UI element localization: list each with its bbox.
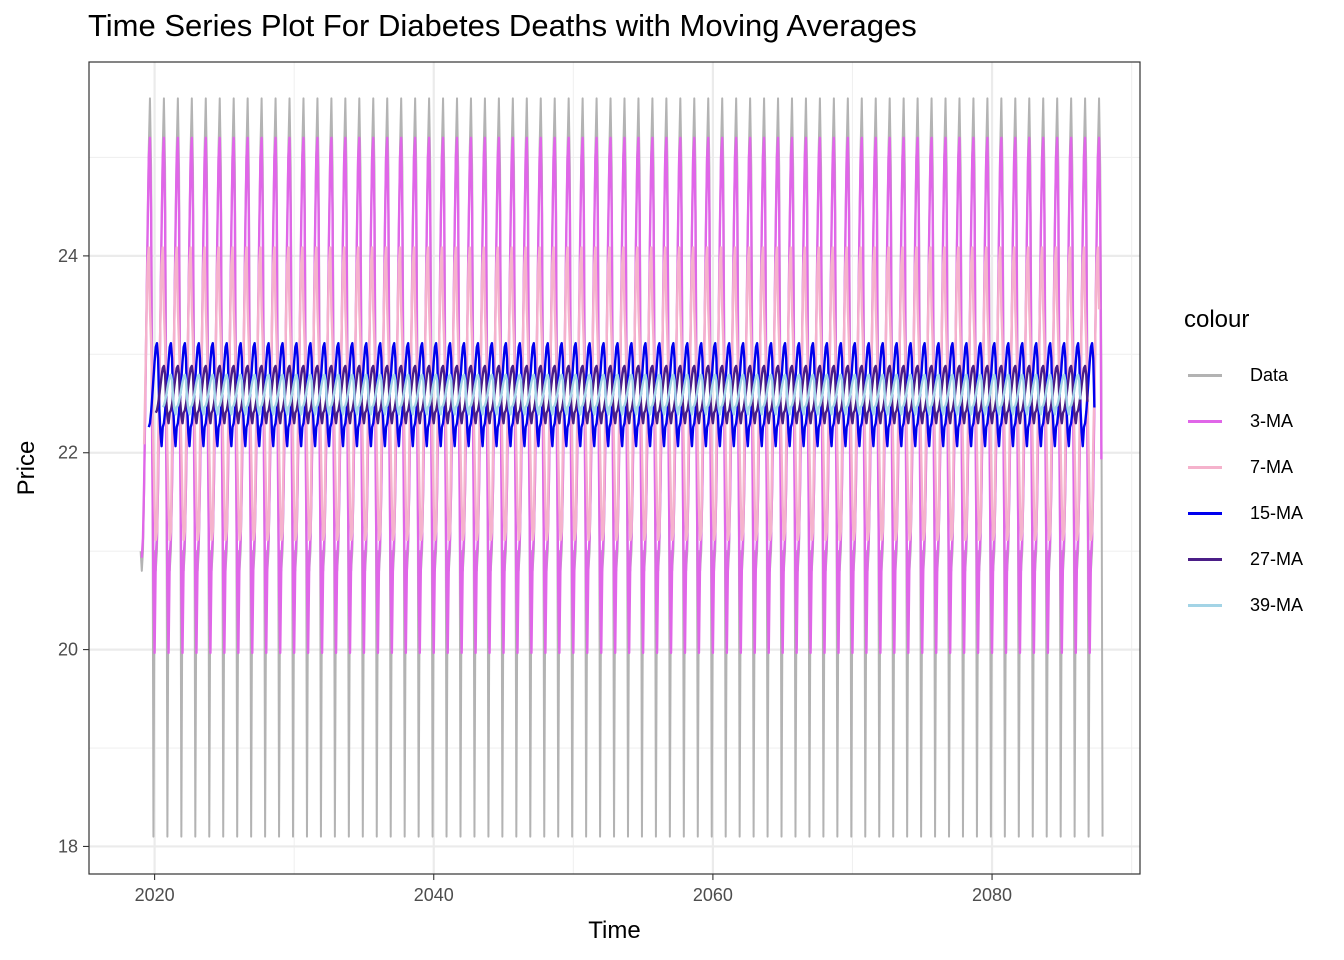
legend-label: 27-MA <box>1250 548 1304 569</box>
legend-label: 39-MA <box>1250 594 1304 615</box>
legend-label: 15-MA <box>1250 502 1304 523</box>
x-tick-label: 2080 <box>972 885 1012 905</box>
y-tick-label: 22 <box>58 443 78 463</box>
legend-label: 7-MA <box>1250 456 1294 477</box>
legend-item: 7-MA <box>1182 444 1303 490</box>
legend-item: 39-MA <box>1182 582 1303 628</box>
x-tick-label: 2040 <box>414 885 454 905</box>
x-axis-title: Time <box>588 917 640 944</box>
legend-key <box>1188 511 1222 515</box>
legend: colour Data 3-MA 7-MA 15-MA 27-MA 39-MA <box>1182 306 1303 628</box>
legend-item: Data <box>1182 352 1303 398</box>
plot-border <box>88 61 1141 875</box>
series-line-39-ma <box>161 373 1082 416</box>
series-line-27-ma <box>154 364 1089 425</box>
chart-title: Time Series Plot For Diabetes Deaths wit… <box>88 8 917 43</box>
series-layer <box>139 97 1104 838</box>
legend-item: 3-MA <box>1182 398 1303 444</box>
legend-label: 3-MA <box>1250 410 1294 431</box>
y-tick-label: 18 <box>58 836 78 856</box>
legend-item: 15-MA <box>1182 490 1303 536</box>
y-tick-label: 20 <box>58 640 78 660</box>
legend-items: Data 3-MA 7-MA 15-MA 27-MA 39-MA <box>1182 352 1303 628</box>
y-tick-label: 24 <box>58 246 78 266</box>
x-tick-label: 2020 <box>135 885 175 905</box>
x-axis: 2020 2040 2060 2080 <box>135 874 1012 905</box>
legend-key <box>1188 603 1222 607</box>
legend-label: Data <box>1250 364 1289 385</box>
legend-item: 27-MA <box>1182 536 1303 582</box>
legend-key <box>1188 373 1222 377</box>
x-tick-label: 2060 <box>693 885 733 905</box>
series-line-7-ma <box>142 246 1101 542</box>
legend-title: colour <box>1184 306 1250 333</box>
y-axis-title: Price <box>13 441 40 496</box>
legend-key <box>1188 419 1222 423</box>
legend-key <box>1188 557 1222 561</box>
legend-key <box>1188 465 1222 469</box>
y-axis: 18 20 22 24 <box>58 246 89 856</box>
